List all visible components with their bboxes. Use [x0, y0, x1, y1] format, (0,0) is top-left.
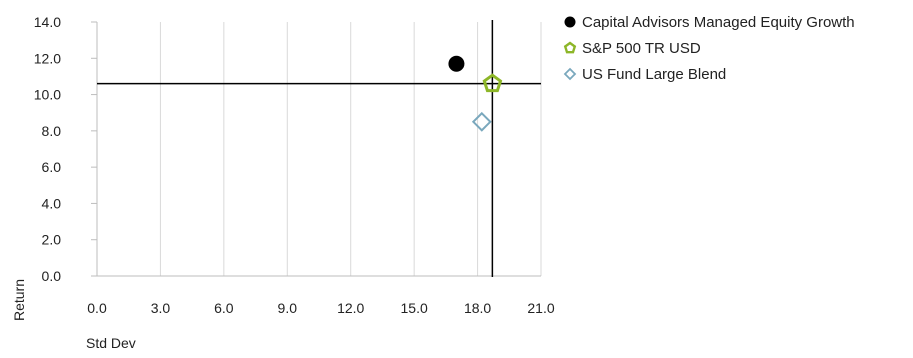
y-tick-label: 2.0	[42, 232, 62, 248]
y-tick-label: 0.0	[42, 268, 62, 284]
y-tick-labels: 0.0 2.0 4.0 6.0 8.0 10.0 12.0 14.0	[34, 14, 61, 284]
data-point	[471, 111, 492, 132]
data-points	[448, 55, 503, 132]
x-tick-label: 15.0	[401, 300, 428, 316]
x-tick-labels: 0.0 3.0 6.0 9.0 12.0 15.0 18.0 21.0	[87, 300, 555, 316]
filled-circle-icon	[564, 16, 576, 28]
pentagon-icon	[563, 41, 577, 54]
x-tick-label: 6.0	[214, 300, 234, 316]
legend-item: Capital Advisors Managed Equity Growth	[562, 10, 855, 34]
x-tick-label: 18.0	[464, 300, 491, 316]
legend-item: US Fund Large Blend	[562, 62, 855, 86]
x-axis-title: Std Dev	[86, 335, 136, 351]
x-tick-label: 9.0	[278, 300, 298, 316]
legend-label: US Fund Large Blend	[582, 65, 727, 83]
x-tick-label: 0.0	[87, 300, 107, 316]
reference-lines	[97, 20, 541, 277]
y-tick-label: 12.0	[34, 50, 61, 66]
legend-item: S&P 500 TR USD	[562, 36, 855, 60]
x-tick-label: 12.0	[337, 300, 364, 316]
y-tick-label: 8.0	[42, 123, 62, 139]
grid-lines	[159, 22, 542, 276]
legend: Capital Advisors Managed Equity Growth S…	[562, 10, 855, 88]
axes	[91, 21, 541, 277]
y-axis-title: Return	[11, 279, 27, 321]
data-point	[448, 55, 465, 72]
y-tick-label: 6.0	[42, 159, 62, 175]
diamond-icon	[563, 67, 577, 81]
y-tick-label: 10.0	[34, 87, 61, 103]
x-tick-label: 3.0	[151, 300, 171, 316]
data-point	[482, 73, 503, 93]
legend-label: S&P 500 TR USD	[582, 39, 701, 57]
y-tick-label: 4.0	[42, 195, 62, 211]
y-tick-label: 14.0	[34, 14, 61, 30]
legend-label: Capital Advisors Managed Equity Growth	[582, 13, 855, 31]
x-tick-label: 21.0	[527, 300, 554, 316]
